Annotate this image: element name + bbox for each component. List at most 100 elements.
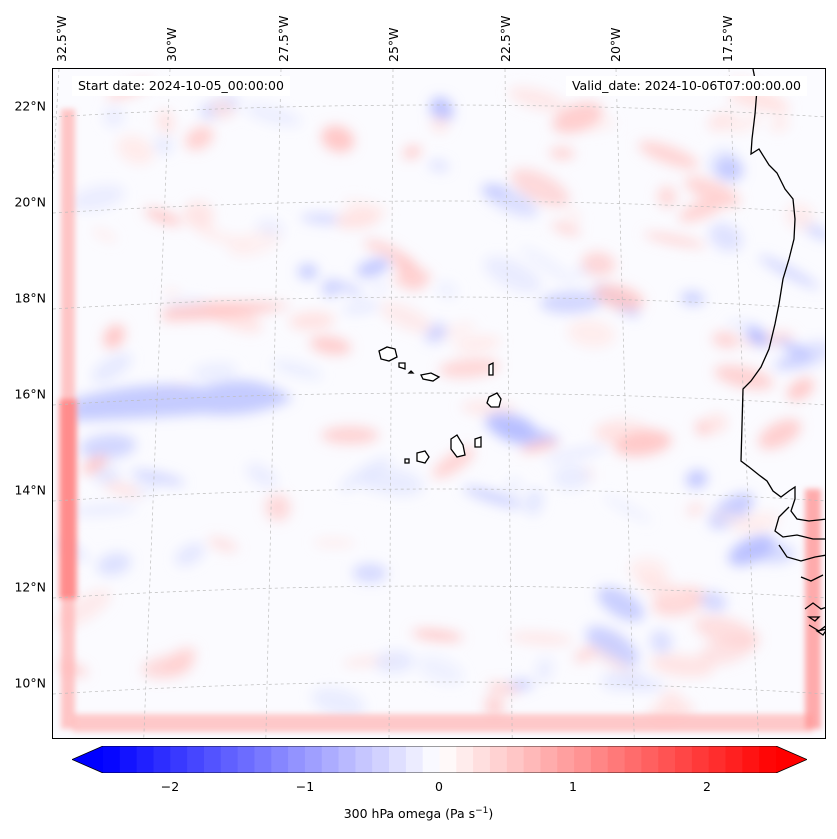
colorbar-cell [473,746,491,773]
field-patch [69,503,137,517]
field-patch [552,101,603,134]
colorbar-cell [187,746,205,773]
colorbar-cell [271,746,289,773]
colorbar-cell [708,746,727,773]
cape-verde-islands [378,346,502,464]
field-patch [130,470,185,486]
lon-label-17-5w: 17.5°W [720,15,735,62]
island-sao-nicolau [420,372,441,382]
field-patch [436,281,458,299]
island-boa-vista [486,392,502,408]
field-patch [520,440,559,453]
field-patch [103,106,125,128]
meridian-line [615,69,635,738]
field-patch [709,223,743,252]
colorbar-tick-label: −1 [295,779,315,794]
field-patch [298,263,318,280]
colorbar-tick-label: 2 [703,779,711,794]
west-africa-coastline [740,69,825,522]
field-patch [264,493,291,522]
colorbar-cell [540,746,558,773]
island-brava [404,458,410,464]
field-patch [356,258,390,278]
field-patch [342,301,380,314]
field-patch [594,423,623,444]
field-patch [773,354,809,370]
field-patch [311,687,365,717]
field-patch [685,469,708,489]
parallel-line [53,104,825,118]
colorbar-label-end: ) [488,806,494,822]
field-patch [271,360,323,379]
field-patch [565,210,582,221]
colorbar-cell [439,746,457,773]
field-patch [191,363,238,380]
colorbar-cell [220,746,239,773]
field-patch [535,657,554,683]
field-patch [483,256,542,294]
field-patch [244,104,302,127]
field-patch [463,486,524,508]
field-patch [185,126,214,151]
colorbar-tick-label: −2 [160,779,180,794]
guinea-bissau-coast [778,544,825,562]
lat-label-10n: 10°N [14,675,46,691]
island-maio [474,436,482,448]
field-patch [435,322,477,340]
field-patch [758,255,819,289]
field-patch [584,644,638,678]
island-santo-antao [378,346,398,362]
field-patch [510,168,570,208]
field-patch [567,319,616,348]
meridian-line [388,69,394,738]
lon-label-25w: 25°W [386,27,401,62]
field-patch [715,157,744,182]
field-patch [711,511,773,531]
lat-label-20n: 20°N [14,194,46,210]
field-patch [208,536,238,553]
field-patch [637,573,686,603]
colorbar-cell [574,746,592,773]
colorbar-cell [658,746,676,773]
gridlines [53,69,825,738]
colorbar-cell [321,746,340,773]
colorbar-tick-label: 1 [569,779,577,794]
colorbar-cell [641,746,659,773]
field-patch [309,336,352,355]
field-patch [638,141,699,169]
field-patch [693,615,760,648]
field-patch [363,239,404,258]
field-patch [313,538,355,547]
field-patch [481,183,539,218]
colorbar-cell [170,746,188,773]
field-patch [484,693,505,719]
colorbar-cell [372,746,390,773]
field-patch [392,271,433,287]
colorbar-cell [456,746,474,773]
field-patch [509,632,573,645]
field-patch [552,464,591,490]
field-patch [657,185,677,209]
colorbar-extend-left [72,746,103,773]
field-patch [643,232,706,248]
field-patch [776,339,815,359]
colorbar-cell [405,746,424,773]
colorbar-cell [288,746,306,773]
omega-field-map [53,69,825,738]
lon-label-20w: 20°W [608,27,623,62]
parallel-line [53,392,825,406]
lat-label-18n: 18°N [14,290,46,306]
field-patch [687,503,703,516]
colorbar-cell [691,746,710,773]
field-patch [91,353,132,383]
meridian-line [265,69,282,738]
field-patch [321,125,355,153]
field-patch [703,413,728,434]
field-patch [786,377,815,401]
colorbar-label: 300 hPa omega (Pa s−1) [0,806,837,821]
field-patch [707,111,737,132]
field-patch [352,563,388,583]
colorbar-cell [607,746,626,773]
colorbar-cell [675,746,693,773]
colorbar-label-exponent: −1 [475,806,489,816]
